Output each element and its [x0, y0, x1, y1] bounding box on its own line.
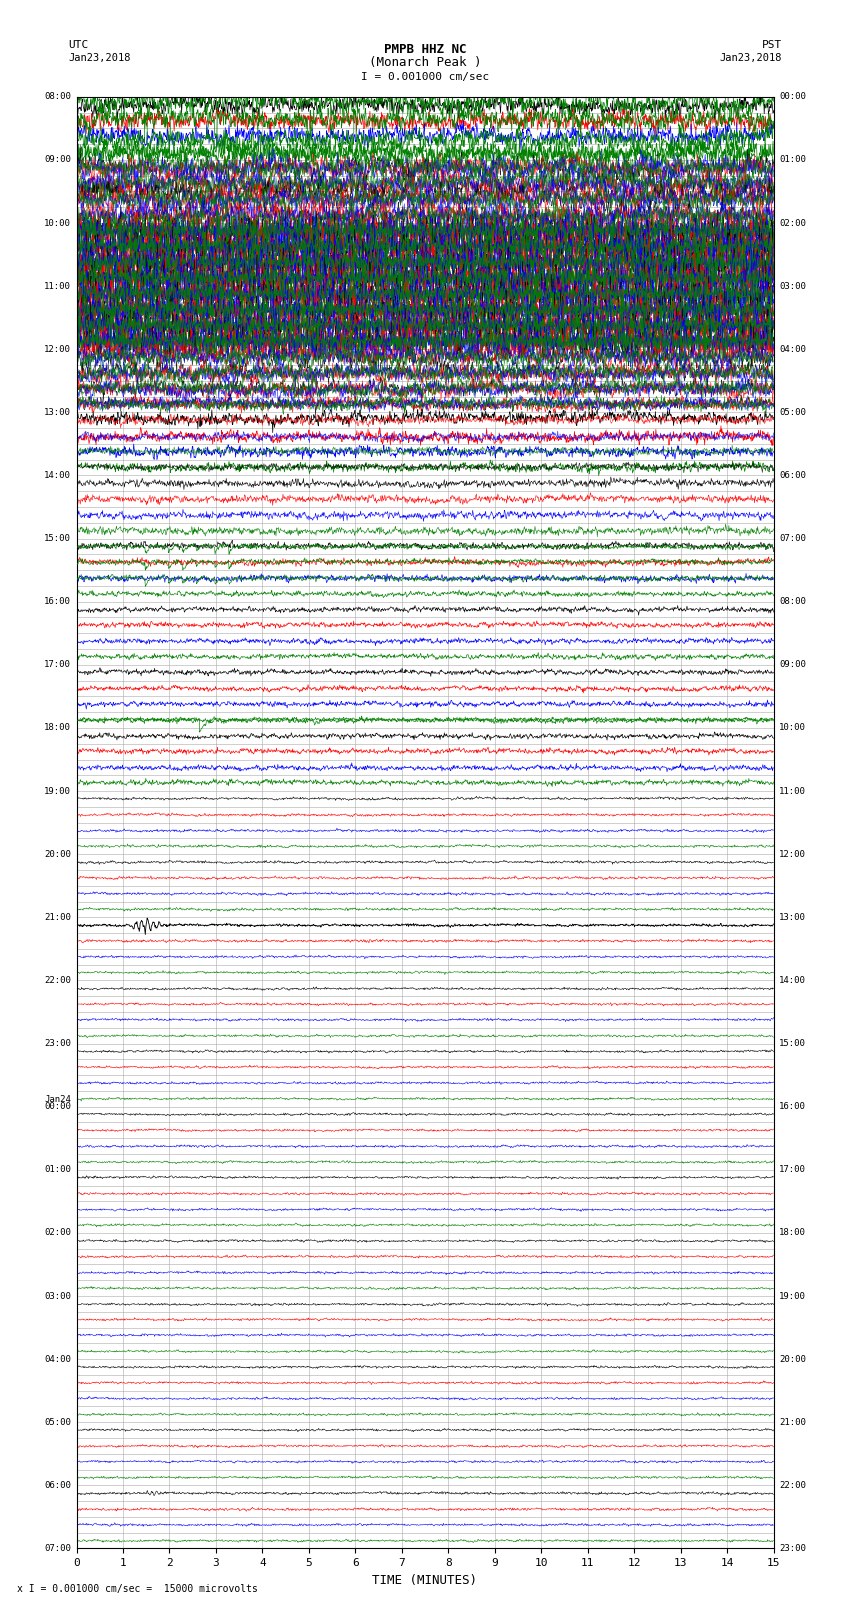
Text: 15:00: 15:00	[779, 1039, 806, 1048]
Text: 17:00: 17:00	[779, 1165, 806, 1174]
Text: 19:00: 19:00	[44, 787, 71, 795]
Text: I = 0.001000 cm/sec: I = 0.001000 cm/sec	[361, 73, 489, 82]
Text: Jan23,2018: Jan23,2018	[68, 53, 131, 63]
Text: 04:00: 04:00	[44, 1355, 71, 1363]
Text: 02:00: 02:00	[44, 1229, 71, 1237]
Text: 10:00: 10:00	[779, 724, 806, 732]
Text: 23:00: 23:00	[44, 1039, 71, 1048]
Text: 19:00: 19:00	[779, 1292, 806, 1300]
Text: 13:00: 13:00	[779, 913, 806, 921]
Text: Jan23,2018: Jan23,2018	[719, 53, 782, 63]
Text: 18:00: 18:00	[779, 1229, 806, 1237]
Text: 13:00: 13:00	[44, 408, 71, 416]
Text: 17:00: 17:00	[44, 660, 71, 669]
Text: 16:00: 16:00	[779, 1102, 806, 1111]
Text: 09:00: 09:00	[44, 155, 71, 165]
Text: 06:00: 06:00	[779, 471, 806, 481]
Text: 21:00: 21:00	[779, 1418, 806, 1428]
Text: 22:00: 22:00	[779, 1481, 806, 1490]
Text: 20:00: 20:00	[779, 1355, 806, 1363]
Text: 18:00: 18:00	[44, 724, 71, 732]
Text: 21:00: 21:00	[44, 913, 71, 921]
Text: 00:00: 00:00	[779, 92, 806, 102]
Text: 11:00: 11:00	[44, 282, 71, 290]
Text: 14:00: 14:00	[44, 471, 71, 481]
Text: 02:00: 02:00	[779, 218, 806, 227]
Text: 01:00: 01:00	[44, 1165, 71, 1174]
Text: 10:00: 10:00	[44, 218, 71, 227]
Text: 05:00: 05:00	[44, 1418, 71, 1428]
Text: 05:00: 05:00	[779, 408, 806, 416]
Text: 16:00: 16:00	[44, 597, 71, 606]
Text: 03:00: 03:00	[779, 282, 806, 290]
Text: Jan24: Jan24	[44, 1095, 71, 1103]
Text: 14:00: 14:00	[779, 976, 806, 986]
Text: 12:00: 12:00	[779, 850, 806, 858]
Text: 09:00: 09:00	[779, 660, 806, 669]
Text: PST: PST	[762, 40, 782, 50]
Text: 23:00: 23:00	[779, 1544, 806, 1553]
Text: 04:00: 04:00	[779, 345, 806, 353]
Text: 07:00: 07:00	[44, 1544, 71, 1553]
Text: 20:00: 20:00	[44, 850, 71, 858]
Text: 01:00: 01:00	[779, 155, 806, 165]
Text: 15:00: 15:00	[44, 534, 71, 544]
Text: UTC: UTC	[68, 40, 88, 50]
Text: 00:00: 00:00	[44, 1102, 71, 1111]
Text: 11:00: 11:00	[779, 787, 806, 795]
Text: (Monarch Peak ): (Monarch Peak )	[369, 56, 481, 69]
Text: PMPB HHZ NC: PMPB HHZ NC	[383, 44, 467, 56]
Text: 22:00: 22:00	[44, 976, 71, 986]
Text: 07:00: 07:00	[779, 534, 806, 544]
Text: 08:00: 08:00	[779, 597, 806, 606]
Text: 12:00: 12:00	[44, 345, 71, 353]
Text: 03:00: 03:00	[44, 1292, 71, 1300]
X-axis label: TIME (MINUTES): TIME (MINUTES)	[372, 1574, 478, 1587]
Text: 08:00: 08:00	[44, 92, 71, 102]
Text: x I = 0.001000 cm/sec =  15000 microvolts: x I = 0.001000 cm/sec = 15000 microvolts	[17, 1584, 258, 1594]
Text: 06:00: 06:00	[44, 1481, 71, 1490]
